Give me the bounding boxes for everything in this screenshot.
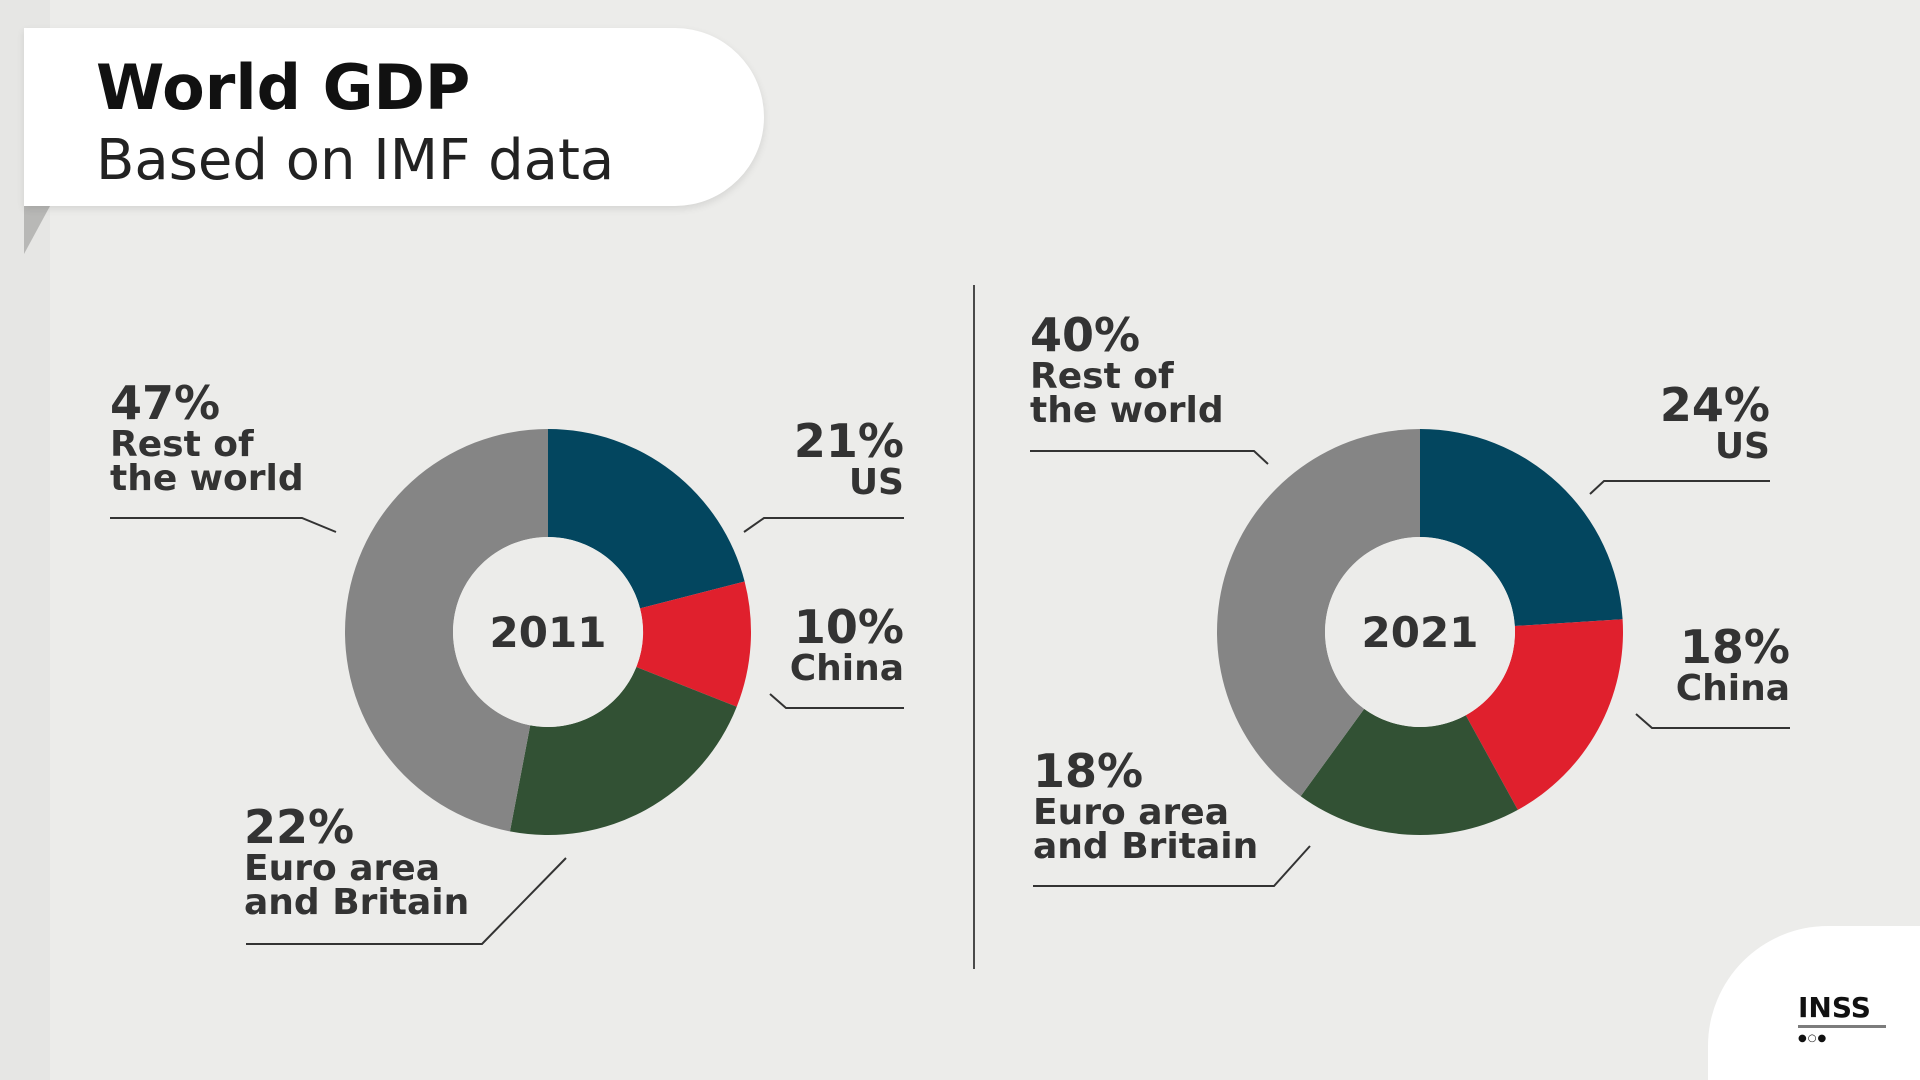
leader-2021-euro <box>1033 845 1311 887</box>
center-label-2011: 2011 <box>490 608 607 657</box>
label-2011-china-name: China <box>789 648 904 689</box>
label-2011-euro-value: 22% <box>244 800 355 854</box>
label-2021-china: 18% China <box>1600 620 1790 709</box>
label-2011-euro-name-line1: Euro area <box>244 848 440 889</box>
leader-2021-us <box>1589 480 1770 495</box>
leader-lines <box>110 450 1790 945</box>
label-2021-us-name: US <box>1714 426 1770 467</box>
inss-logo: INSS ●○● <box>1798 994 1888 1044</box>
label-2021-rest: 40% Rest of the world <box>1030 308 1224 431</box>
label-2021-china-value: 18% <box>1679 620 1790 674</box>
slice-2011-euro <box>509 666 737 835</box>
leader-2021-china <box>1635 713 1790 729</box>
label-2011-china-value: 10% <box>793 600 904 654</box>
slice-2011-china <box>636 581 751 707</box>
label-2021-euro: 18% Euro area and Britain <box>1033 744 1259 867</box>
label-2021-rest-value: 40% <box>1030 308 1141 362</box>
leader-2011-euro <box>246 857 567 945</box>
label-2011-rest: 47% Rest of the world <box>110 376 304 499</box>
donut-chart-2021: 2021 <box>1217 429 1623 835</box>
label-2011-euro: 22% Euro area and Britain <box>244 800 470 923</box>
logo-text: INSS <box>1798 991 1871 1024</box>
label-2011-china: 10% China <box>740 600 904 689</box>
page-subtitle: Based on IMF data <box>96 128 615 193</box>
label-2021-china-name: China <box>1675 668 1790 709</box>
slice-2021-rest <box>1217 429 1420 797</box>
label-2011-us: 21% US <box>740 414 904 503</box>
label-2021-euro-name-line2: and Britain <box>1033 826 1259 867</box>
logo-rule <box>1798 1025 1886 1028</box>
slice-2011-us <box>548 429 745 609</box>
leader-2011-us <box>743 517 904 533</box>
donut-chart-2011: 2011 <box>345 429 751 835</box>
label-2011-us-name: US <box>848 462 904 503</box>
label-2011-rest-name-line2: the world <box>110 458 304 499</box>
title-card-fold <box>24 206 50 254</box>
leader-2011-rest <box>110 517 337 533</box>
label-2011-us-value: 21% <box>793 414 904 468</box>
logo-dots-icon: ●○● <box>1798 1033 1828 1044</box>
title-card <box>24 28 764 206</box>
label-2021-rest-name-line1: Rest of <box>1030 356 1174 397</box>
chart-divider <box>973 285 975 969</box>
label-2021-us-value: 24% <box>1659 378 1770 432</box>
donut-hole-2011 <box>453 537 643 727</box>
label-2011-rest-name-line1: Rest of <box>110 424 254 465</box>
label-2021-rest-name-line2: the world <box>1030 390 1224 431</box>
label-2011-rest-value: 47% <box>110 376 221 430</box>
slice-2011-rest <box>345 429 548 832</box>
page-title: World GDP <box>96 51 471 124</box>
donut-hole-2021 <box>1325 537 1515 727</box>
center-label-2021: 2021 <box>1362 608 1479 657</box>
label-2021-us: 24% US <box>1600 378 1770 467</box>
slice-2021-china <box>1465 619 1623 810</box>
label-2021-euro-value: 18% <box>1033 744 1144 798</box>
label-2021-euro-name-line1: Euro area <box>1033 792 1229 833</box>
slice-2021-euro <box>1300 708 1518 835</box>
label-2011-euro-name-line2: and Britain <box>244 882 470 923</box>
leader-2021-rest <box>1030 450 1269 465</box>
slice-2021-us <box>1420 429 1623 627</box>
leader-2011-china <box>769 693 904 709</box>
